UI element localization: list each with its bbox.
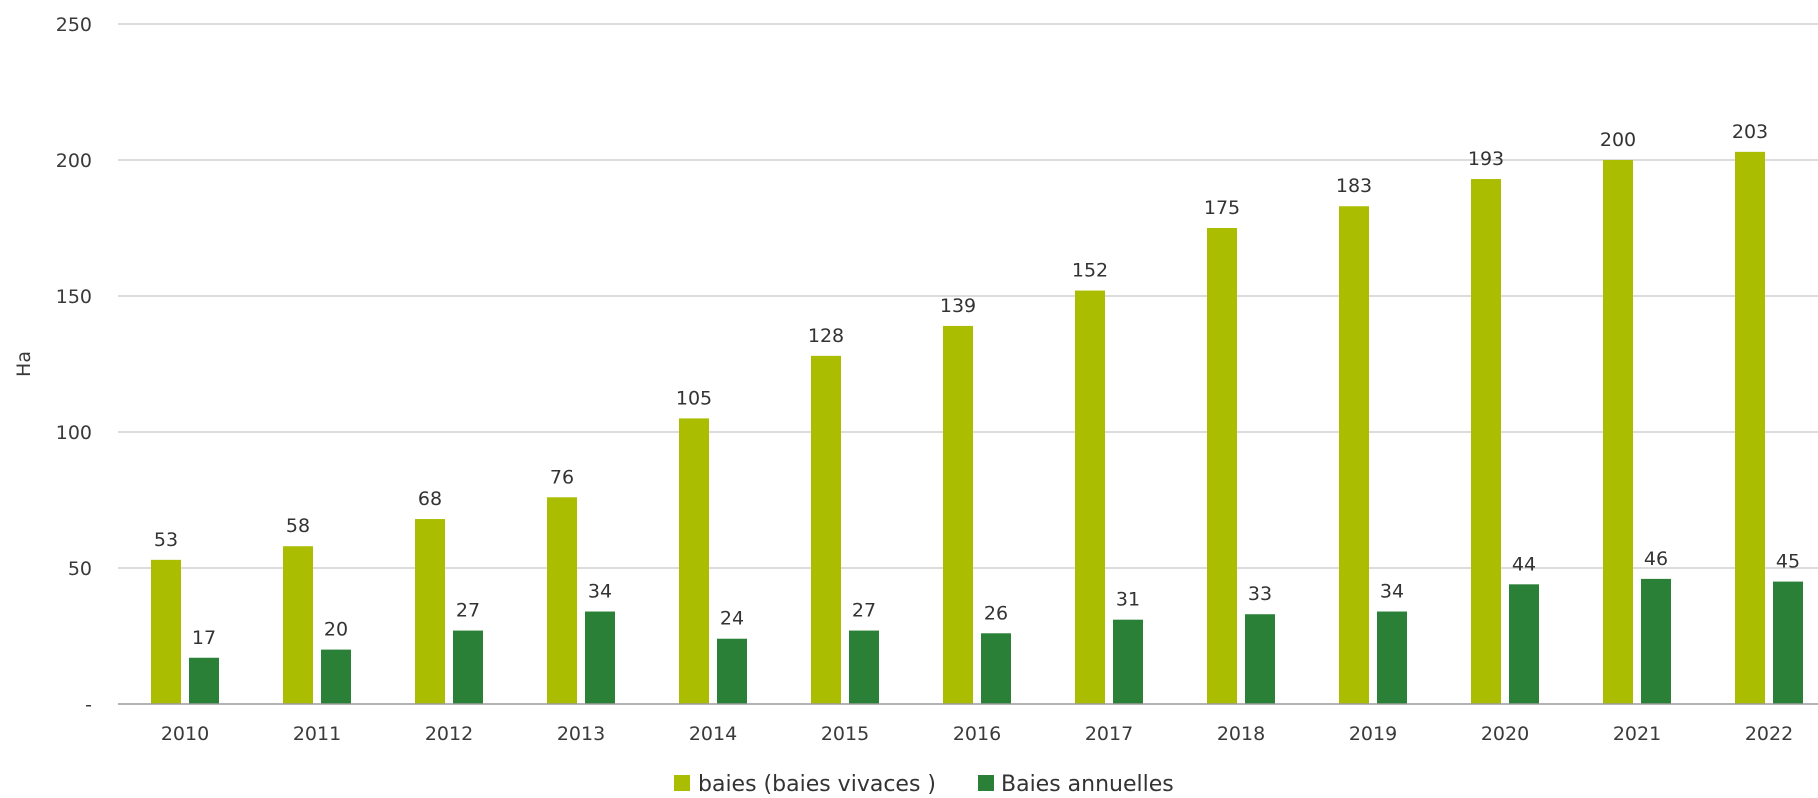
bar-baies-vivaces (547, 497, 577, 704)
bar-baies-vivaces (415, 519, 445, 704)
bar-baies-annuelles (849, 630, 879, 704)
x-axis-ticks: 2010 2011 2012 2013 2014 2015 2016 2017 2018 2019… (161, 723, 1793, 745)
bar-baies-vivaces (1339, 206, 1369, 705)
bar-baies-vivaces (1207, 228, 1237, 704)
data-label: 45 (1776, 551, 1800, 573)
bar-baies-annuelles (1245, 614, 1275, 704)
data-label: 17 (192, 627, 216, 649)
x-tick-label: 2018 (1217, 723, 1265, 745)
data-label: 76 (550, 466, 574, 488)
legend: baies (baies vivaces ) Baies annuelles (674, 772, 1174, 797)
y-tick-label: - (85, 694, 92, 716)
legend-item-baies-annuelles: Baies annuelles (978, 772, 1174, 797)
y-axis-title: Ha (13, 351, 35, 377)
bar-baies-annuelles (981, 633, 1011, 704)
bar-baies-vivaces (1603, 160, 1633, 704)
bar-baies-annuelles (189, 657, 219, 704)
data-label: 175 (1204, 197, 1240, 219)
x-tick-label: 2017 (1085, 723, 1133, 745)
x-tick-label: 2010 (161, 723, 209, 745)
x-tick-label: 2013 (557, 723, 605, 745)
data-label: 203 (1732, 121, 1768, 143)
gridlines (118, 23, 1818, 569)
y-tick-label: 50 (68, 558, 92, 580)
data-labels: 53 17 58 20 68 27 76 34 105 24 128 27 139 26 152 31 175 3… (154, 121, 1800, 649)
x-tick-label: 2012 (425, 723, 473, 745)
bar-baies-annuelles (717, 638, 747, 704)
y-tick-label: 150 (56, 286, 92, 308)
data-label: 46 (1644, 548, 1668, 570)
x-tick-label: 2019 (1349, 723, 1397, 745)
data-label: 20 (324, 619, 348, 641)
bar-baies-annuelles (453, 630, 483, 704)
bar-baies-annuelles (1641, 578, 1671, 704)
bar-baies-vivaces (283, 546, 313, 704)
bar-baies-vivaces (811, 355, 841, 704)
bar-baies-annuelles (1773, 581, 1803, 704)
data-label: 33 (1248, 583, 1272, 605)
y-tick-label: 250 (56, 14, 92, 36)
data-label: 24 (720, 608, 744, 630)
legend-swatch (674, 775, 690, 791)
x-tick-label: 2021 (1613, 723, 1661, 745)
x-tick-label: 2011 (293, 723, 341, 745)
bar-baies-vivaces (1471, 179, 1501, 705)
data-label: 152 (1072, 260, 1108, 282)
data-label: 31 (1116, 589, 1140, 611)
x-tick-label: 2014 (689, 723, 737, 745)
legend-label: Baies annuelles (1001, 772, 1174, 797)
data-label: 68 (418, 488, 442, 510)
bar-baies-vivaces (1075, 290, 1105, 704)
bar-baies-annuelles (1509, 584, 1539, 704)
bar-baies-annuelles (585, 611, 615, 704)
x-tick-label: 2022 (1745, 723, 1793, 745)
data-label: 200 (1600, 129, 1636, 151)
x-tick-label: 2015 (821, 723, 869, 745)
data-label: 44 (1512, 553, 1536, 575)
y-tick-label: 100 (56, 422, 92, 444)
bar-baies-annuelles (321, 649, 351, 704)
bar-baies-vivaces (151, 559, 181, 704)
data-label: 139 (940, 295, 976, 317)
bar-baies-annuelles (1113, 619, 1143, 704)
legend-swatch (978, 775, 994, 791)
data-label: 34 (588, 581, 612, 603)
data-label: 27 (456, 600, 480, 622)
data-label: 26 (984, 602, 1008, 624)
bar-baies-vivaces (679, 418, 709, 704)
data-label: 53 (154, 529, 178, 551)
x-tick-label: 2020 (1481, 723, 1529, 745)
legend-label: baies (baies vivaces ) (698, 772, 936, 797)
legend-item-baies-vivaces: baies (baies vivaces ) (674, 772, 936, 797)
data-label: 34 (1380, 581, 1404, 603)
data-label: 58 (286, 515, 310, 537)
y-axis-ticks: - 50 100 150 200 250 (56, 14, 92, 716)
data-label: 128 (808, 325, 844, 347)
data-label: 105 (676, 387, 712, 409)
bars (151, 151, 1803, 705)
data-label: 183 (1336, 175, 1372, 197)
bar-baies-vivaces (1735, 151, 1765, 705)
data-label: 27 (852, 600, 876, 622)
x-tick-label: 2016 (953, 723, 1001, 745)
y-tick-label: 200 (56, 150, 92, 172)
bar-baies-annuelles (1377, 611, 1407, 704)
bar-baies-vivaces (943, 325, 973, 704)
data-label: 193 (1468, 148, 1504, 170)
